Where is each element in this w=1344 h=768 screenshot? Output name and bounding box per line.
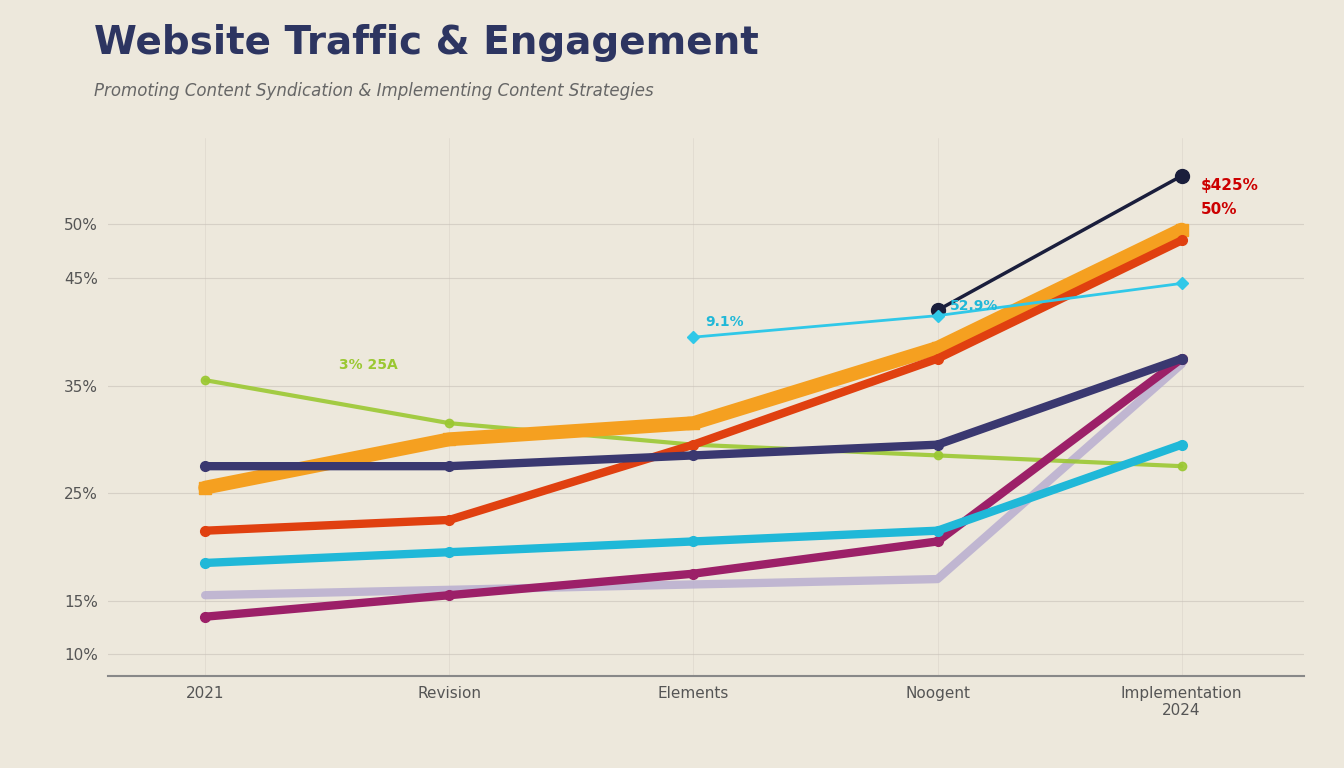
- Text: $425%: $425%: [1202, 178, 1259, 193]
- Text: 3% 25A: 3% 25A: [340, 359, 398, 372]
- Text: 50%: 50%: [1202, 201, 1238, 217]
- Text: Promoting Content Syndication & Implementing Content Strategies: Promoting Content Syndication & Implemen…: [94, 82, 653, 100]
- Text: Website Traffic & Engagement: Website Traffic & Engagement: [94, 24, 759, 61]
- Text: 52.9%: 52.9%: [950, 300, 999, 313]
- Text: 9.1%: 9.1%: [706, 316, 745, 329]
